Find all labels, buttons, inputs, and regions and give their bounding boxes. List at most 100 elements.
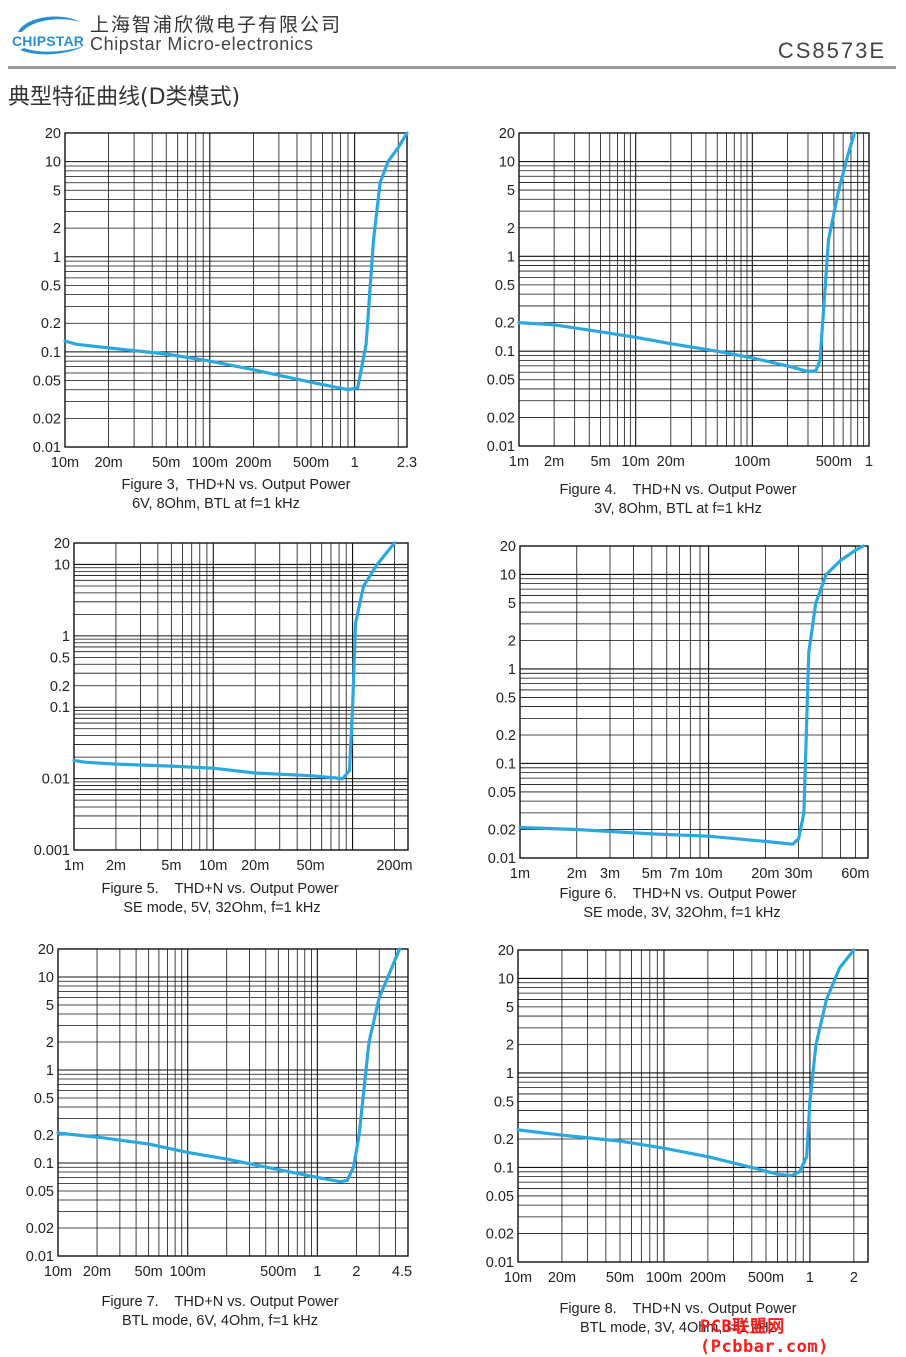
thd-curve-series — [517, 131, 857, 374]
x-tick-label: 1 — [865, 454, 873, 470]
y-tick-label: 0.01 — [488, 851, 516, 867]
x-tick-label: 50m — [135, 1264, 163, 1280]
y-tick-label: 5 — [508, 596, 516, 612]
y-tick-label: 20 — [54, 536, 70, 552]
y-tick-label: 0.05 — [486, 1189, 514, 1205]
x-tick-label: 5m — [590, 454, 610, 470]
figure-4-caption-subtitle: 3V, 8Ohm, BTL at f=1 kHz — [594, 501, 762, 517]
y-tick-label: 0.1 — [50, 700, 70, 716]
x-tick-label: 20m — [83, 1264, 111, 1280]
figure-7-chart: 0.01 0.02 0.05 0.1 0.2 0.5 1 2 5 10 20 10m 20m 50m 100… — [26, 942, 412, 1280]
thd-curve-series — [56, 947, 402, 1184]
y-tick-label: 0.02 — [33, 411, 61, 427]
x-tick-label: 5m — [161, 858, 181, 874]
y-tick-label: 20 — [38, 942, 54, 958]
x-tick-label: 60m — [841, 866, 869, 882]
figure-8-chart: 0.01 0.02 0.05 0.1 0.2 0.5 1 2 5 10 20 10m 20m 50m 100… — [486, 943, 869, 1286]
section-title: 典型特征曲线(D类模式) — [8, 85, 241, 110]
y-tick-label: 0.01 — [42, 772, 70, 788]
y-tick-label: 20 — [498, 943, 514, 959]
y-tick-label: 10 — [499, 155, 515, 171]
figure-6-chart: 0.01 0.02 0.05 0.1 0.2 0.5 1 2 5 10 20 1m 2m 3m 5m 7m 10… — [488, 539, 870, 882]
y-tick-label: 10 — [54, 557, 70, 573]
figure-8-caption-subtitle: BTL mode, 3V, 4Ohm, f=1 kHz — [580, 1320, 776, 1336]
plot-frame — [519, 545, 869, 859]
x-tick-label: 20m — [751, 866, 779, 882]
plot-frame — [57, 948, 409, 1257]
plot-frame — [517, 949, 869, 1263]
y-tick-label: 0.1 — [41, 345, 61, 361]
plot-frame — [64, 132, 408, 448]
y-tick-label: 0.5 — [495, 278, 515, 294]
y-tick-label: 0.2 — [494, 1132, 514, 1148]
x-tick-label: 100m — [192, 455, 228, 471]
y-tick-label: 0.2 — [34, 1128, 54, 1144]
y-tick-label: 0.01 — [26, 1249, 54, 1265]
y-tick-label: 0.01 — [487, 439, 515, 455]
figure-3-caption-title: Figure 3, THD+N vs. Output Power — [121, 477, 351, 493]
x-tick-label: 50m — [152, 455, 180, 471]
logo-text: CHIPSTAR — [12, 33, 85, 49]
x-tick-label: 100m — [646, 1270, 682, 1286]
x-tick-label: 10m — [51, 455, 79, 471]
x-tick-label: 10m — [504, 1270, 532, 1286]
x-tick-label: 7m — [669, 866, 689, 882]
x-tick-label: 100m — [734, 454, 770, 470]
figure-4-caption-title: Figure 4. THD+N vs. Output Power — [559, 482, 797, 498]
x-tick-label: 1m — [510, 866, 530, 882]
x-tick-label: 10m — [44, 1264, 72, 1280]
x-tick-label: 2.3 — [397, 455, 417, 471]
plot-frame — [518, 132, 870, 447]
x-tick-label: 4.5 — [392, 1264, 412, 1280]
y-tick-label: 0.5 — [41, 278, 61, 294]
y-tick-label: 0.2 — [496, 728, 516, 744]
y-tick-label: 1 — [62, 629, 70, 645]
thd-curve-series — [72, 541, 397, 781]
figure-5-chart: 0.001 0.01 0.1 0.2 0.5 1 10 20 1m 2m 5m 10m 20m 50m 20… — [34, 536, 413, 874]
x-tick-label: 20m — [657, 454, 685, 470]
company-name-english: Chipstar Micro-electronics — [90, 34, 314, 54]
y-tick-label: 2 — [508, 634, 516, 650]
figure-8-caption-title: Figure 8. THD+N vs. Output Power — [559, 1301, 797, 1317]
x-tick-label: 500m — [748, 1270, 784, 1286]
x-tick-label: 1 — [313, 1264, 321, 1280]
x-tick-label: 500m — [816, 454, 852, 470]
thd-curve-series — [63, 131, 409, 392]
x-tick-label: 100m — [170, 1264, 206, 1280]
y-tick-label: 0.5 — [494, 1094, 514, 1110]
x-tick-label: 1 — [806, 1270, 814, 1286]
y-tick-label: 20 — [499, 126, 515, 142]
y-tick-label: 0.05 — [33, 374, 61, 390]
x-tick-label: 500m — [293, 455, 329, 471]
y-tick-label: 2 — [507, 221, 515, 237]
figure-4-chart: 0.01 0.02 0.05 0.1 0.2 0.5 1 2 5 10 20 1m 2m 5m 10m 20m… — [487, 126, 873, 470]
y-tick-label: 0.02 — [26, 1221, 54, 1237]
y-tick-label: 1 — [507, 249, 515, 265]
figure-5-caption-title: Figure 5. THD+N vs. Output Power — [101, 881, 339, 897]
y-tick-label: 10 — [38, 970, 54, 986]
y-tick-label: 10 — [500, 567, 516, 583]
figure-7-caption-title: Figure 7. THD+N vs. Output Power — [101, 1294, 339, 1310]
watermark: PCB联盟网 (Pcbbar.com) — [700, 1317, 829, 1357]
y-tick-label: 0.02 — [486, 1227, 514, 1243]
x-tick-label: 20m — [548, 1270, 576, 1286]
x-tick-label: 50m — [606, 1270, 634, 1286]
logo-swoosh-icon — [18, 16, 84, 55]
figure-7-caption-subtitle: BTL mode, 6V, 4Ohm, f=1 kHz — [122, 1313, 318, 1329]
figure-3-chart: 0.01 0.02 0.05 0.1 0.2 0.5 1 2 5 10 20 10m 20m 50m 100… — [33, 126, 417, 471]
y-tick-label: 0.2 — [50, 679, 70, 695]
y-tick-label: 5 — [46, 998, 54, 1014]
x-tick-label: 2m — [106, 858, 126, 874]
y-tick-label: 0.5 — [34, 1091, 54, 1107]
y-tick-label: 0.1 — [494, 1160, 514, 1176]
y-tick-label: 0.05 — [488, 785, 516, 801]
y-tick-label: 1 — [46, 1063, 54, 1079]
chipstar-logo: CHIPSTAR — [10, 10, 88, 58]
x-tick-label: 1m — [509, 454, 529, 470]
figure-3-caption-subtitle: 6V, 8Ohm, BTL at f=1 kHz — [132, 496, 300, 512]
x-tick-label: 2 — [352, 1264, 360, 1280]
company-name-chinese: 上海智浦欣微电子有限公司 — [90, 14, 343, 36]
x-tick-label: 200m — [376, 858, 412, 874]
y-tick-label: 0.001 — [34, 843, 70, 859]
